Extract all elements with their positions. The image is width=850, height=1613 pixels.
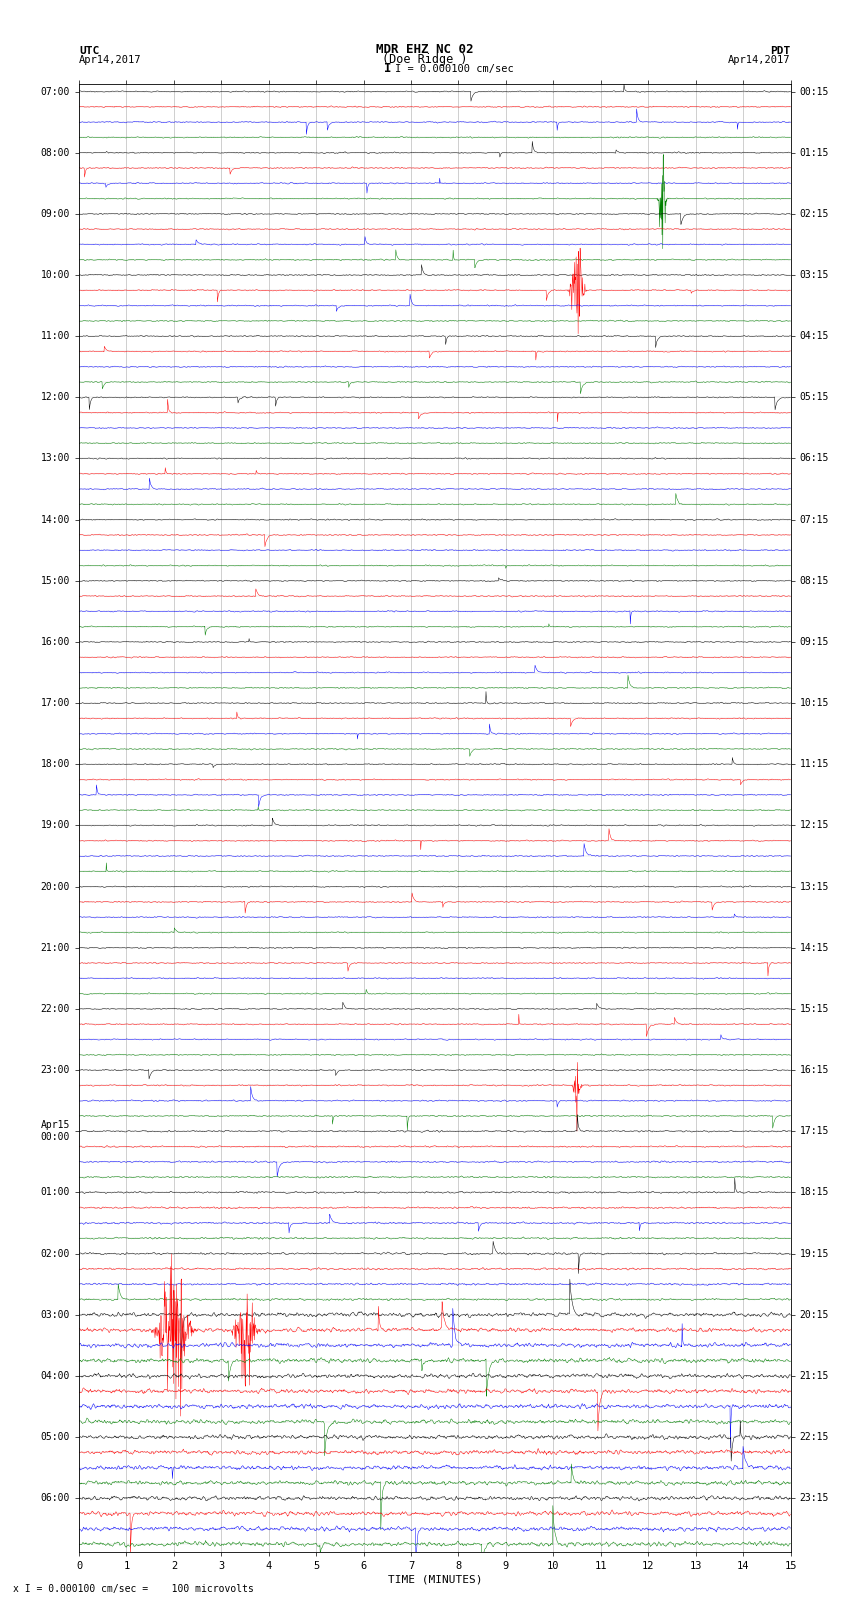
Text: (Doe Ridge ): (Doe Ridge ) (382, 53, 468, 66)
Text: Apr14,2017: Apr14,2017 (728, 55, 791, 65)
Text: PDT: PDT (770, 45, 790, 56)
Text: UTC: UTC (79, 45, 99, 56)
Text: Apr14,2017: Apr14,2017 (79, 55, 142, 65)
X-axis label: TIME (MINUTES): TIME (MINUTES) (388, 1574, 482, 1586)
Text: I: I (384, 61, 391, 76)
Text: I = 0.000100 cm/sec: I = 0.000100 cm/sec (395, 65, 514, 74)
Text: x I = 0.000100 cm/sec =    100 microvolts: x I = 0.000100 cm/sec = 100 microvolts (13, 1584, 253, 1594)
Text: MDR EHZ NC 02: MDR EHZ NC 02 (377, 42, 473, 56)
